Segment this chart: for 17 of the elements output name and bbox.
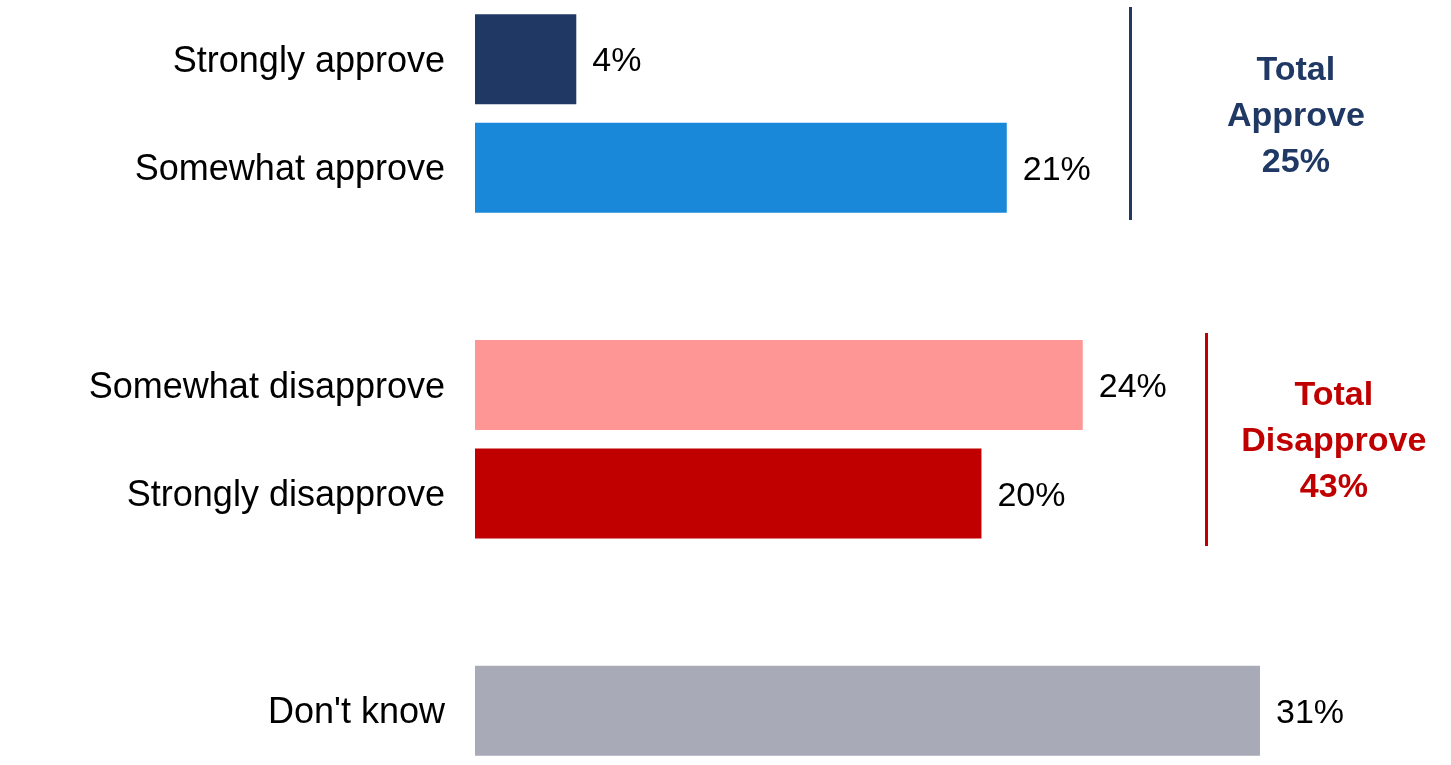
data-label: 24% [1098, 366, 1167, 404]
bar [475, 14, 577, 105]
y-tick-label: Somewhat disapprove [88, 364, 445, 406]
bar [475, 448, 982, 539]
y-tick-label: Don't know [268, 690, 446, 732]
annotation: Total Disapprove 43% [1240, 373, 1428, 507]
y-tick-label: Strongly disapprove [126, 473, 445, 515]
bar [475, 340, 1083, 430]
bar [475, 122, 1007, 213]
annotation: Total Approve 25% [1225, 47, 1366, 181]
data-label: 4% [592, 40, 642, 79]
data-label: 21% [1022, 148, 1091, 187]
y-tick-label: Somewhat approve [134, 147, 445, 189]
y-tick-label: Strongly approve [172, 38, 445, 80]
data-label: 31% [1276, 691, 1345, 730]
data-label: 20% [997, 474, 1066, 513]
bar [475, 665, 1260, 756]
